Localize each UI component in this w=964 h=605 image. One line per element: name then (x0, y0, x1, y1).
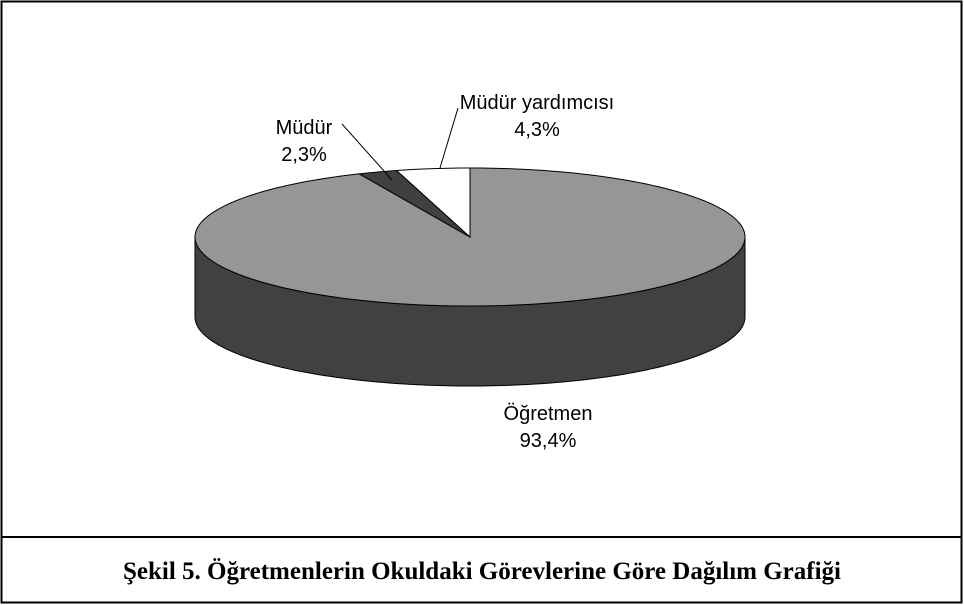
slice-value: 2,3% (281, 144, 327, 166)
caption: Şekil 5. Öğretmenlerin Okuldaki Görevler… (123, 558, 841, 585)
slice-label: Öğretmen (504, 403, 593, 425)
slice (395, 167, 471, 239)
slice (357, 169, 471, 238)
pie (194, 167, 746, 387)
slice-label: Müdür (276, 117, 333, 139)
slice-value: 93,4% (520, 430, 577, 452)
slice-label: Müdür yardımcısı (460, 92, 614, 114)
leader-line (439, 107, 459, 169)
leader-line (341, 123, 393, 181)
slice-value: 4,3% (514, 119, 560, 141)
